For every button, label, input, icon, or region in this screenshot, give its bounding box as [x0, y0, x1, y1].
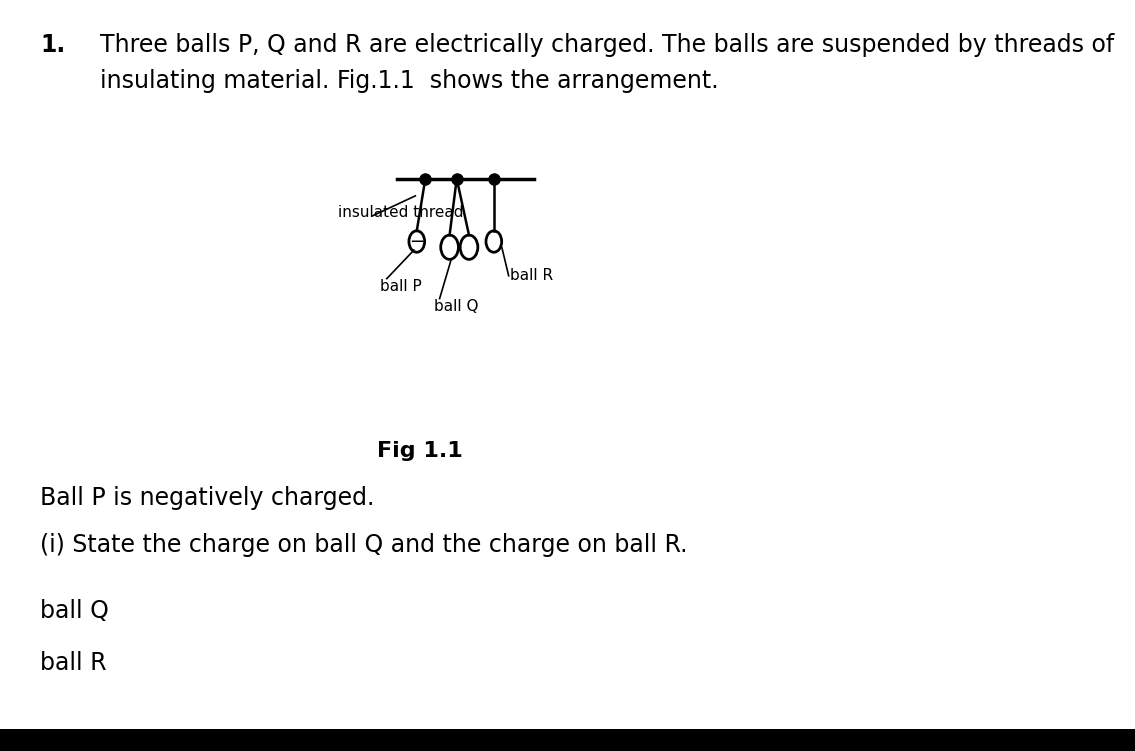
Text: ball R: ball R — [40, 651, 107, 675]
Text: Three balls P, Q and R are electrically charged. The balls are suspended by thre: Three balls P, Q and R are electrically … — [100, 33, 1115, 57]
Text: −: − — [410, 233, 424, 251]
Text: Ball P is negatively charged.: Ball P is negatively charged. — [40, 486, 375, 510]
Text: Fig 1.1: Fig 1.1 — [377, 441, 463, 461]
Text: ball P: ball P — [380, 279, 421, 294]
Text: insulated thread: insulated thread — [338, 206, 464, 221]
Text: insulating material. Fig.1.1  shows the arrangement.: insulating material. Fig.1.1 shows the a… — [100, 69, 718, 93]
Text: ball Q: ball Q — [434, 299, 478, 314]
Text: ball R: ball R — [510, 268, 553, 283]
Text: (i) State the charge on ball Q and the charge on ball R.: (i) State the charge on ball Q and the c… — [40, 533, 688, 557]
Text: ball Q: ball Q — [40, 599, 109, 623]
Bar — [0, 729, 1135, 751]
Text: 1.: 1. — [40, 33, 65, 57]
